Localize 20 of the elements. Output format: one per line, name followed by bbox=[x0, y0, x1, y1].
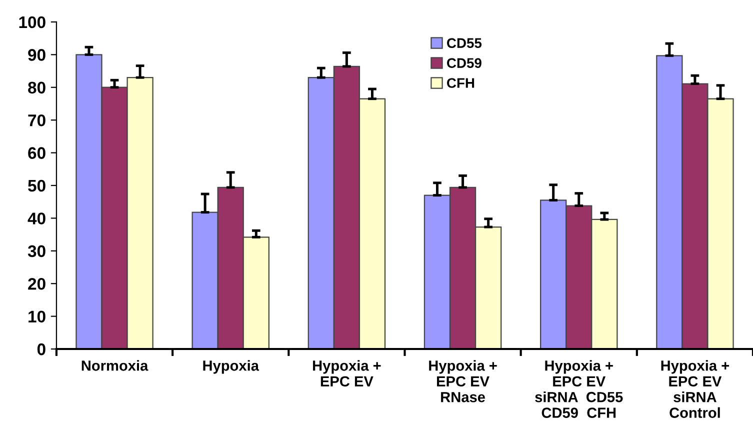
y-tick-label: 0 bbox=[37, 343, 46, 356]
x-tick-label: Hypoxia + EPC EV bbox=[313, 360, 381, 387]
x-tick-label: Normoxia bbox=[82, 360, 148, 371]
x-tick-label: Hypoxia bbox=[203, 360, 260, 374]
y-tick-label: 100 bbox=[19, 16, 46, 28]
y-tick-label: 30 bbox=[28, 245, 46, 258]
legend-label: CD59 bbox=[447, 58, 482, 68]
y-tick-label: 70 bbox=[28, 114, 46, 126]
y-tick-label: 50 bbox=[28, 180, 46, 192]
y-tick-label: 40 bbox=[28, 212, 46, 224]
x-tick-label: Hypoxia + EPC EV siRNA CD55 CD59 CFH bbox=[535, 360, 623, 418]
y-tick-label: 80 bbox=[28, 82, 46, 94]
y-tick-label: 20 bbox=[28, 278, 46, 290]
x-tick-label: Hypoxia + EPC EV siRNA Control bbox=[661, 360, 730, 418]
legend-label: CD55 bbox=[447, 38, 482, 48]
legend-label: CFH bbox=[447, 78, 474, 88]
x-tick-label: Hypoxia + EPC EV RNase bbox=[429, 360, 497, 402]
y-tick-label: 10 bbox=[28, 310, 46, 323]
y-tick-label: 60 bbox=[28, 147, 46, 159]
y-tick-label: 90 bbox=[28, 49, 46, 61]
